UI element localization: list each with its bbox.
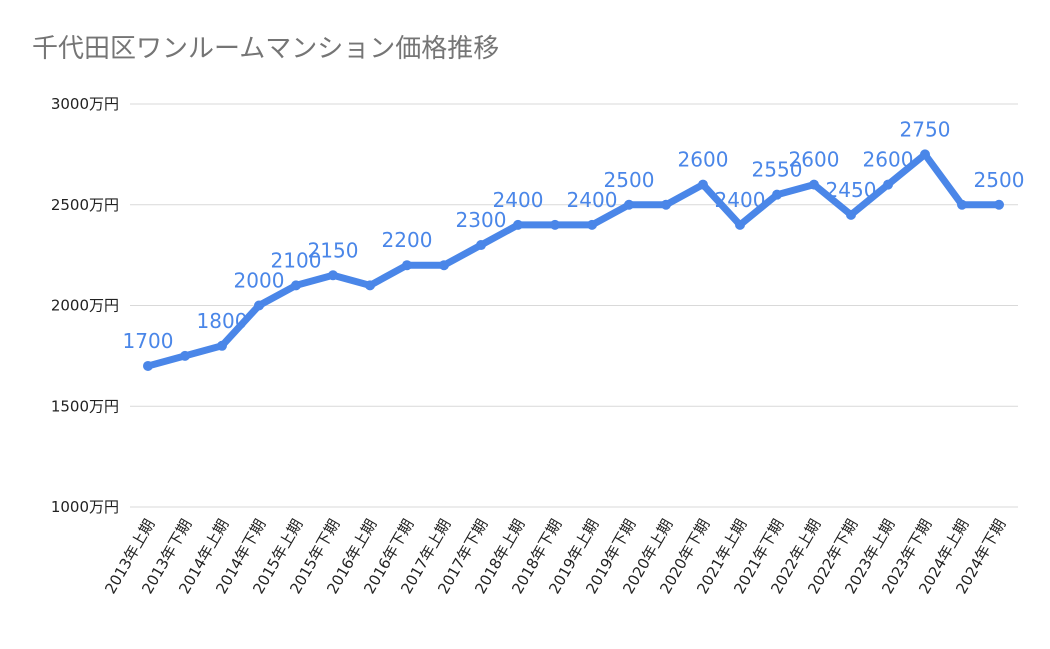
data-point xyxy=(994,199,1004,210)
y-tick-label: 1000万円 xyxy=(51,498,119,516)
data-point xyxy=(846,209,856,220)
series-line xyxy=(144,150,1003,370)
data-point xyxy=(476,240,486,251)
data-label: 2400 xyxy=(493,188,544,212)
y-tick-label: 3000万円 xyxy=(51,95,119,113)
data-point xyxy=(143,360,153,371)
data-label: 2600 xyxy=(789,148,840,172)
y-tick-label: 1500万円 xyxy=(51,397,119,415)
data-label: 2200 xyxy=(382,228,433,252)
data-label: 2550 xyxy=(752,158,803,182)
data-point xyxy=(661,199,671,210)
data-label: 1800 xyxy=(197,309,248,333)
y-tick-label: 2000万円 xyxy=(51,297,119,315)
data-label: 2000 xyxy=(234,269,285,293)
data-point xyxy=(180,350,190,361)
data-point xyxy=(772,189,782,200)
data-point xyxy=(735,219,745,230)
chart-title: 千代田区ワンルームマンション価格推移 xyxy=(32,34,500,64)
data-point xyxy=(439,260,449,271)
data-label: 2600 xyxy=(678,148,729,172)
data-label: 2500 xyxy=(604,168,655,192)
data-point xyxy=(920,149,930,160)
gridlines xyxy=(130,103,1018,508)
data-label: 2400 xyxy=(715,188,766,212)
y-tick-label: 2500万円 xyxy=(51,196,119,214)
data-point xyxy=(328,270,338,281)
data-point xyxy=(513,219,523,230)
data-point xyxy=(254,300,264,311)
data-point xyxy=(291,280,301,291)
data-point xyxy=(550,219,560,230)
x-axis-ticks: 2013年上期2013年下期2014年上期2014年下期2015年上期2015年… xyxy=(101,516,1009,597)
data-point xyxy=(883,179,893,190)
data-label: 1700 xyxy=(123,329,174,353)
data-point xyxy=(957,199,967,210)
data-label: 2100 xyxy=(271,248,322,272)
series-line-price xyxy=(144,150,1003,370)
data-point xyxy=(624,199,634,210)
data-label: 2750 xyxy=(900,117,951,141)
data-label: 2600 xyxy=(863,148,914,172)
data-label: 2150 xyxy=(308,238,359,262)
data-point xyxy=(365,280,375,291)
data-label: 2450 xyxy=(826,178,877,202)
data-point xyxy=(698,179,708,190)
series-points xyxy=(143,149,1004,371)
data-point xyxy=(402,260,412,271)
data-label: 2500 xyxy=(974,168,1025,192)
y-axis-ticks: 1000万円 1500万円 2000万円 2500万円 3000万円 xyxy=(51,95,119,516)
data-point xyxy=(809,179,819,190)
data-point xyxy=(587,219,597,230)
data-label: 2400 xyxy=(567,188,618,212)
data-point xyxy=(217,340,227,351)
data-label: 2300 xyxy=(456,208,507,232)
